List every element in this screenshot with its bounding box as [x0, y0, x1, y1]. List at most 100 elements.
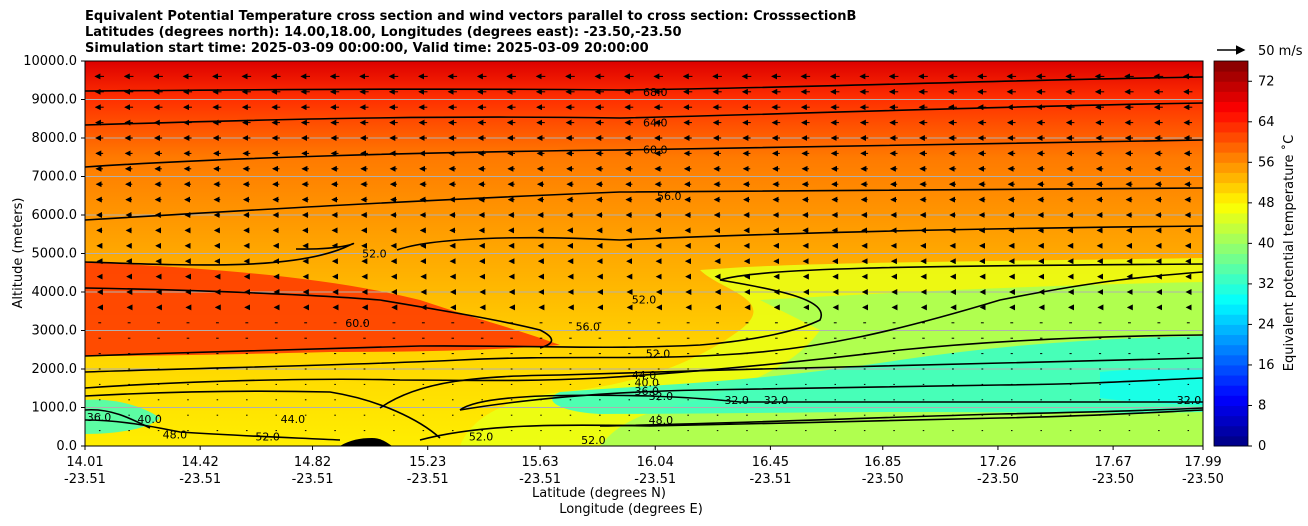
chart-title-line-2: Latitudes (degrees north): 14.00,18.00, …: [85, 25, 682, 40]
x-tick-label-latitude: 14.82: [294, 455, 331, 470]
colorbar-tick-label: 32: [1258, 277, 1275, 292]
colorbar-segment: [1214, 152, 1248, 163]
colorbar-segment: [1214, 71, 1248, 82]
colorbar-tick-label: 8: [1258, 398, 1266, 413]
y-tick-label: 0.0: [56, 439, 77, 454]
quiver-key: 50 m/s: [1217, 44, 1303, 59]
contour-line: [85, 76, 1203, 92]
colorbar-segment: [1214, 81, 1248, 92]
contour-label: 40.0: [635, 376, 660, 389]
chart-title-line-3: Simulation start time: 2025-03-09 00:00:…: [85, 41, 649, 56]
colorbar-segment: [1214, 121, 1248, 133]
contour-line: [379, 357, 1203, 409]
y-tick-label: 5000.0: [32, 247, 78, 262]
contour-label: 44.0: [632, 369, 657, 382]
contour-label: 32.0: [649, 390, 674, 403]
contour-label: 56.0: [657, 190, 682, 203]
x-tick-label-latitude: 17.99: [1184, 455, 1221, 470]
x-tick-label-longitude: -23.51: [407, 472, 449, 487]
colorbar-segment: [1214, 182, 1248, 194]
y-tick-label: 8000.0: [32, 131, 78, 146]
field-deep-cyan-core: [1100, 368, 1203, 405]
contour-line: [85, 242, 355, 266]
colorbar-tick-label: 40: [1258, 236, 1275, 251]
colorbar-segment: [1214, 425, 1248, 437]
contour-line: [85, 419, 341, 441]
contour-label: 32.0: [764, 394, 789, 407]
contour-line: [396, 225, 1203, 251]
colorbar-segment: [1214, 364, 1248, 376]
contour-label: 36.0: [635, 385, 660, 398]
y-tick-label: 3000.0: [32, 324, 78, 339]
colorbar-tick-label: 72: [1258, 74, 1275, 89]
colorbar-segment: [1214, 223, 1248, 234]
colorbar-segment: [1214, 263, 1248, 275]
colorbar-segment: [1214, 202, 1248, 214]
colorbar-segment: [1214, 111, 1248, 123]
colorbar-segment: [1214, 324, 1248, 336]
colorbar-segment: [1214, 192, 1248, 204]
colorbar-segment: [1214, 375, 1248, 386]
contour-label: 48.0: [163, 428, 188, 441]
contour-label: 60.0: [643, 144, 668, 157]
colorbar-segment: [1214, 354, 1248, 366]
colorbar-segment: [1214, 142, 1248, 153]
contour-label: 36.0: [87, 411, 112, 424]
colorbar-tick-label: 64: [1258, 115, 1275, 130]
colorbar-segment: [1214, 395, 1248, 406]
x-tick-label-longitude: -23.51: [292, 472, 334, 487]
x-tick-label-latitude: 16.45: [752, 455, 789, 470]
x-tick-label-longitude: -23.50: [977, 472, 1019, 487]
x-tick-label-latitude: 14.01: [66, 455, 103, 470]
contour-label: 40.0: [137, 413, 162, 426]
colorbar-segment: [1214, 101, 1248, 113]
colorbar-segment: [1214, 314, 1248, 325]
contour-line: [85, 263, 1203, 357]
colorbar-tick-label: 24: [1258, 317, 1275, 332]
contour-label: 48.0: [649, 414, 674, 427]
colorbar-tick-label: 56: [1258, 155, 1275, 170]
contour-label: 64.0: [643, 117, 668, 130]
x-axis-label-latitude: Latitude (degrees N): [532, 486, 666, 501]
contour-line: [85, 390, 441, 439]
colorbar-segment: [1214, 233, 1248, 244]
y-axis-label: Altitude (meters): [11, 198, 26, 309]
colorbar-segment: [1214, 334, 1248, 346]
colorbar-segment: [1214, 253, 1248, 265]
contour-label: 52.0: [362, 248, 387, 261]
x-tick-label-longitude: -23.51: [64, 472, 106, 487]
contour-label: 52.0: [581, 434, 606, 447]
colorbar-segment: [1214, 415, 1248, 427]
quiver-key-label: 50 m/s: [1258, 44, 1303, 59]
y-tick-label: 1000.0: [32, 401, 78, 416]
x-tick-label-longitude: -23.50: [1092, 472, 1134, 487]
contour-line: [85, 187, 1203, 221]
x-tick-label-longitude: -23.51: [634, 472, 676, 487]
y-tick-label: 4000.0: [32, 285, 78, 300]
x-tick-label-latitude: 14.42: [182, 455, 219, 470]
colorbar-segment: [1214, 91, 1248, 103]
field-cyan-layer: [552, 336, 1203, 414]
contour-line: [85, 287, 553, 349]
x-tick-label-longitude: -23.51: [179, 472, 221, 487]
colorbar-label: Equivalent potential temperature ˚C: [1281, 135, 1297, 371]
x-tick-label-latitude: 17.26: [979, 455, 1016, 470]
contour-line: [85, 271, 1203, 373]
contour-label: 68.0: [643, 86, 668, 99]
contour-label: 52.0: [255, 430, 280, 443]
colorbar-segment: [1214, 172, 1248, 184]
y-tick-label: 7000.0: [32, 170, 78, 185]
terrain-bump: [340, 438, 392, 446]
field-orange-midlevel: [85, 262, 560, 356]
colorbar-segment: [1214, 304, 1248, 315]
colorbar-tick-label: 48: [1258, 196, 1275, 211]
colorbar-tick-label: 0: [1258, 439, 1266, 454]
colorbar-segment: [1214, 273, 1248, 285]
contour-line: [459, 377, 1203, 411]
contour-label: 32.0: [724, 394, 749, 407]
contour-label: 60.0: [345, 317, 370, 330]
colorbar-segment: [1214, 385, 1248, 396]
contour-label: 52.0: [469, 430, 494, 443]
y-tick-label: 9000.0: [32, 93, 78, 108]
contour-line: [85, 334, 1203, 389]
